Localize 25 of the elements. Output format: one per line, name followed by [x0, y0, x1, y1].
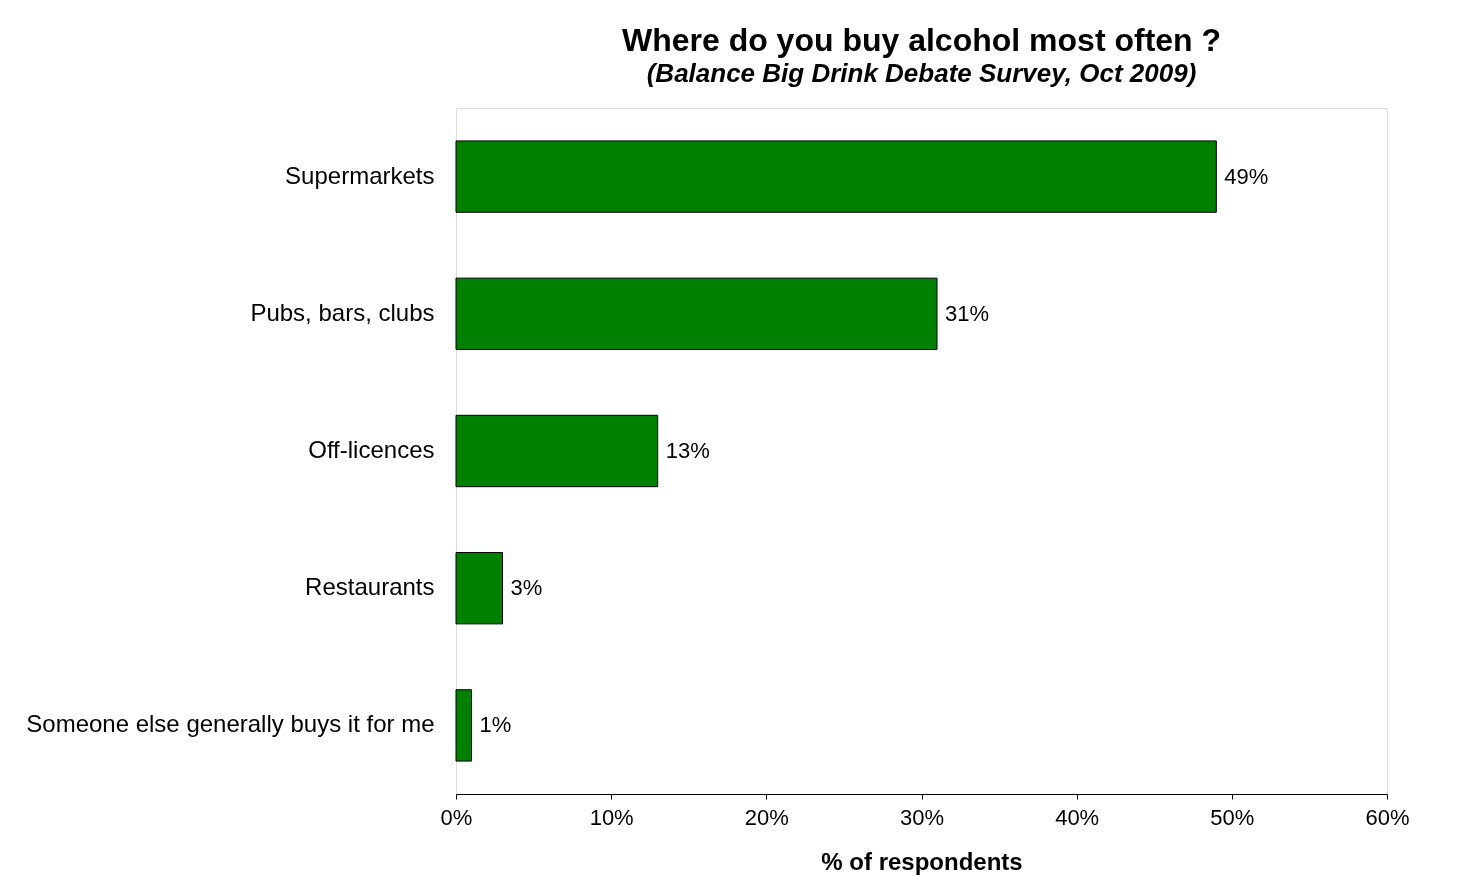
x-tick-label: 30%	[899, 804, 945, 830]
bar	[455, 277, 938, 350]
x-tick-label: 20%	[744, 804, 789, 830]
x-tick-label: 10%	[589, 804, 634, 830]
data-label: 49%	[1224, 163, 1269, 189]
data-label: 13%	[665, 438, 710, 463]
data-label: 1%	[479, 712, 512, 738]
x-tick-label: 60%	[1365, 804, 1410, 830]
y-tick-label: Pubs, bars, clubs	[250, 298, 435, 326]
bar	[455, 414, 659, 488]
bar	[455, 140, 1217, 213]
chart-title: Where do you buy alcohol most often ?	[621, 22, 1222, 58]
data-label: 3%	[510, 575, 543, 601]
y-tick-label: Restaurants	[305, 573, 435, 601]
x-tick-label: 40%	[1055, 804, 1100, 830]
bar	[455, 552, 504, 625]
y-tick-label: Supermarkets	[285, 161, 435, 189]
x-tick-label: 50%	[1210, 804, 1255, 830]
x-axis-title: % of respondents	[821, 847, 1023, 875]
chart-subtitle: (Balance Big Drink Debate Survey, Oct 2009)	[646, 58, 1197, 88]
y-tick-label: Someone else generally buys it for me	[26, 710, 435, 738]
data-label: 31%	[945, 300, 990, 326]
x-tick-label: 0%	[440, 804, 473, 830]
bar	[455, 689, 473, 762]
y-tick-label: Off-licences	[308, 436, 435, 463]
